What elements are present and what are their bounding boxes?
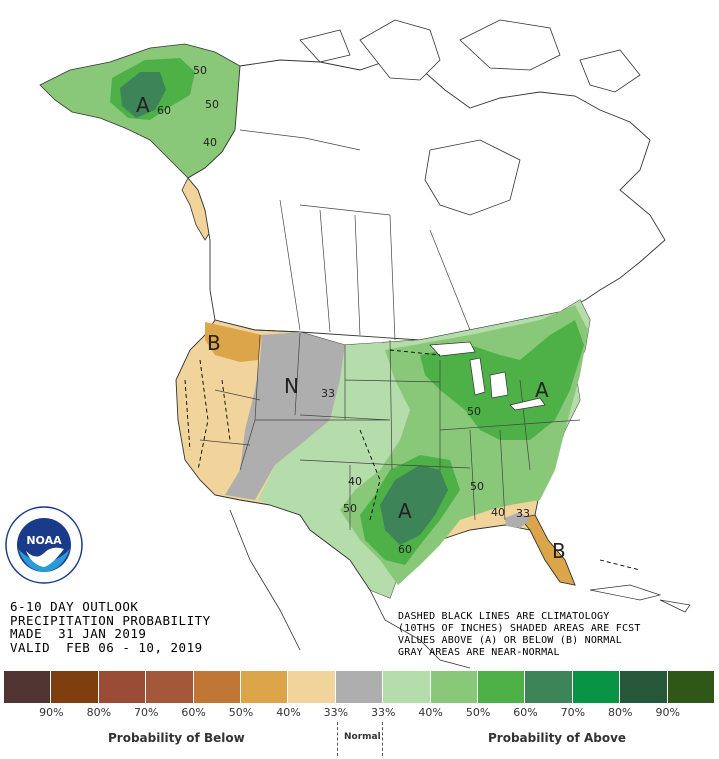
legend-labels: 90% 80% 70% 60% 50% 40% 33% 33% 40% 50% 60% 70% 80% 9…	[4, 706, 715, 720]
legend-label: 33%	[323, 706, 349, 719]
florida-below-letter: B	[552, 539, 566, 563]
legend-label: 33%	[371, 706, 396, 719]
legend-swatch	[241, 671, 289, 703]
alaska-contour-50b: 50	[205, 98, 219, 111]
pnw-below-area	[205, 322, 262, 362]
outlook-info: 6-10 DAY OUTLOOK PRECIPITATION PROBABILIT…	[10, 600, 211, 654]
caribbean-islands	[589, 584, 691, 613]
florida-below-area	[519, 514, 576, 586]
legend-spacer	[691, 706, 715, 720]
outlook-title: 6-10 DAY OUTLOOK	[10, 599, 139, 614]
legend-swatch	[4, 671, 52, 703]
legend-label: 50%	[228, 706, 254, 719]
normal-divider-left	[337, 722, 338, 756]
above-70-area	[380, 465, 448, 545]
legend-label: 70%	[133, 706, 159, 719]
hudson-bay	[424, 139, 521, 216]
near-normal-gray-area	[225, 332, 345, 500]
alaska-darkest-area	[120, 72, 166, 118]
svg-text:NOAA: NOAA	[26, 534, 62, 547]
alaska-above-letter: A	[136, 93, 150, 117]
legend-swatch	[430, 671, 479, 703]
montana-contour-33: 33	[321, 387, 335, 400]
legend-swatch	[288, 671, 336, 703]
legend-swatch	[572, 671, 621, 703]
alaska-contour-50a: 50	[193, 64, 207, 77]
legend-label: 80%	[86, 706, 112, 719]
notes-line-2: (10THS OF INCHES) SHADED AREAS ARE FCST	[398, 623, 641, 634]
legend-swatch	[667, 671, 716, 703]
legend-swatch	[51, 671, 99, 703]
map-notes: DASHED BLACK LINES ARE CLIMATOLOGY (10THS…	[398, 611, 641, 659]
legend-label: 80%	[608, 706, 633, 719]
legend-label: 90%	[655, 706, 680, 719]
legend-spacer	[4, 706, 28, 720]
legend-normal-caption: Normal	[344, 732, 381, 742]
legend-label: 60%	[181, 706, 206, 719]
texas-contour-40: 40	[348, 475, 362, 488]
arctic-islands	[299, 19, 641, 93]
climatology-lines	[184, 349, 641, 571]
legend-label: 40%	[418, 706, 443, 719]
legend-swatch	[478, 671, 526, 703]
legend-swatch	[620, 671, 668, 703]
florida-gray-area	[505, 512, 530, 528]
great-lakes	[429, 341, 546, 411]
notes-line-4: GRAY AREAS ARE NEAR-NORMAL	[398, 647, 560, 658]
southeast-contour-33: 33	[516, 507, 530, 520]
outlook-valid-dates: VALID FEB 06 - 10, 2019	[10, 639, 203, 655]
notes-line-1: DASHED BLACK LINES ARE CLIMATOLOGY	[398, 611, 610, 622]
legend-swatch	[525, 671, 573, 703]
legend-label: 40%	[276, 706, 301, 719]
mexico-outline	[214, 494, 471, 669]
state-lines	[199, 332, 581, 530]
northeast-above-letter: A	[535, 378, 549, 402]
notes-line-3: VALUES ABOVE (A) OR BELOW (B) NORMAL	[398, 635, 622, 646]
legend-swatch	[98, 671, 147, 703]
legend-color-bar	[4, 671, 716, 703]
legend-label: 90%	[39, 706, 64, 719]
legend-swatch	[383, 671, 431, 703]
precipitation-outlook-map: A 60 50 50 40 B N 33 A 50 40 50 60 A 50 …	[39, 19, 691, 669]
noaa-logo: NOAA	[5, 506, 83, 584]
outlook-made-date: MADE 31 JAN 2019	[10, 626, 147, 641]
legend-below-caption: Probability of Below	[108, 731, 245, 745]
southeast-contour-40: 40	[491, 506, 505, 519]
legend-swatch	[146, 671, 194, 703]
canada-province-lines	[239, 129, 471, 341]
greatlakes-contour-50: 50	[467, 405, 481, 418]
mississippi-above-letter: A	[398, 499, 412, 523]
normal-letter: N	[284, 374, 299, 398]
southeast-contour-50: 50	[470, 480, 484, 493]
legend-swatch	[335, 671, 384, 703]
legend-label: 60%	[513, 706, 538, 719]
legend-swatch	[193, 671, 242, 703]
canada-shape	[187, 57, 666, 341]
legend-label: 70%	[560, 706, 586, 719]
texas-contour-60: 60	[398, 543, 412, 556]
alaska-contour-60: 60	[157, 104, 171, 117]
texas-contour-50: 50	[343, 502, 357, 515]
normal-divider-right	[382, 722, 383, 756]
legend-above-caption: Probability of Above	[488, 731, 627, 745]
alaska-contour-40: 40	[203, 136, 217, 149]
pnw-below-letter: B	[207, 331, 221, 355]
legend-label: 50%	[465, 706, 491, 719]
outlook-subtitle: PRECIPITATION PROBABILITY	[10, 612, 211, 628]
